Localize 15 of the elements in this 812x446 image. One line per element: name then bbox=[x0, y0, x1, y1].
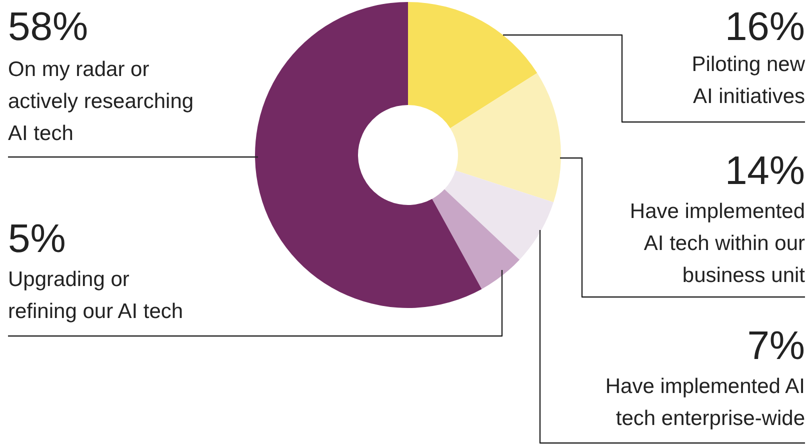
slice-label: Have implemented AI tech within our business unit bbox=[630, 200, 806, 287]
slice-label: Upgrading or refining our AI tech bbox=[8, 268, 184, 323]
donut-slice bbox=[255, 2, 482, 308]
data-label: 5% bbox=[8, 217, 66, 261]
data-label: 14% bbox=[724, 149, 805, 193]
donut-slice bbox=[432, 189, 520, 290]
donut-slice bbox=[408, 2, 538, 128]
slice-label: Piloting new AI initiatives bbox=[692, 53, 806, 108]
slice-label: On my radar or actively researching AI tech bbox=[8, 58, 194, 145]
donut-slice bbox=[450, 73, 561, 202]
data-label: 16% bbox=[724, 5, 805, 49]
slice-label: Have implemented AI tech enterprise-wide bbox=[605, 375, 805, 430]
data-label: 58% bbox=[8, 5, 88, 49]
data-label: 7% bbox=[747, 324, 805, 368]
donut-slice bbox=[444, 170, 554, 260]
